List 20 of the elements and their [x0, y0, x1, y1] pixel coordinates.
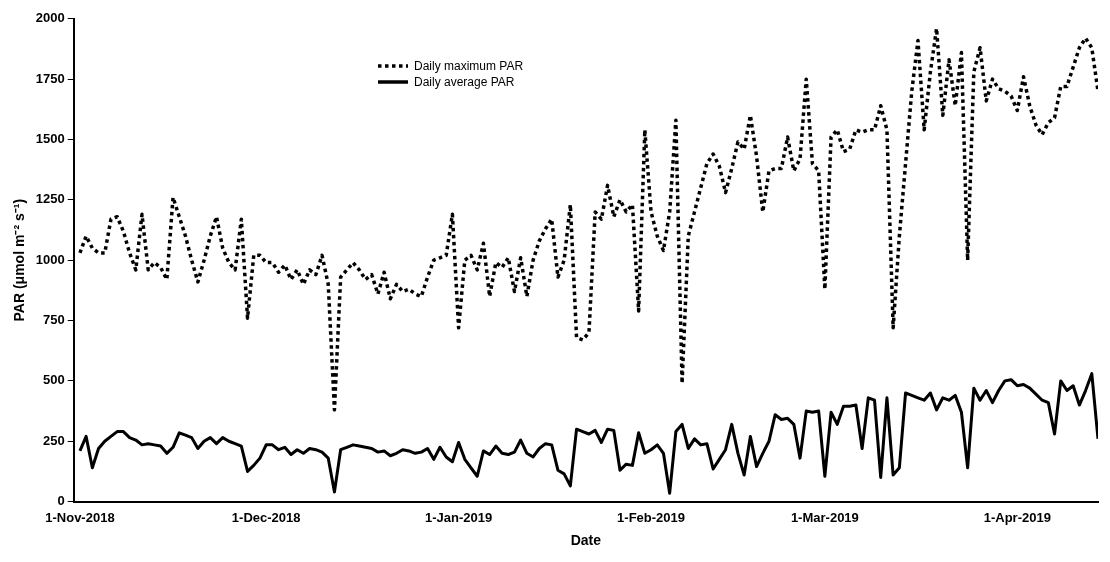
- x-tick-label: 1-Apr-2019: [983, 509, 1051, 525]
- y-tick-label: 1500: [35, 131, 65, 147]
- y-tick-label: 250: [43, 432, 65, 448]
- x-tick-label: 1-Feb-2019: [617, 509, 685, 525]
- y-tick-label: 2000: [35, 10, 65, 26]
- legend-label: Daily maximum PAR: [414, 58, 524, 74]
- y-tick-label: 1250: [35, 191, 65, 207]
- y-tick-label: 500: [43, 372, 65, 388]
- y-axis-title: PAR (μmol m⁻² s⁻¹): [11, 198, 28, 322]
- x-tick-label: 1-Nov-2018: [45, 509, 115, 525]
- y-tick-label: 0: [57, 493, 65, 509]
- y-tick-label: 1000: [35, 251, 65, 267]
- x-tick-label: 1-Dec-2018: [231, 509, 301, 525]
- line-series: [78, 26, 1098, 412]
- x-tick-label: 1-Mar-2019: [790, 509, 859, 525]
- legend-label: Daily average PAR: [414, 74, 515, 90]
- y-tick-label: 750: [43, 312, 65, 328]
- y-tick-label: 1750: [35, 70, 65, 86]
- x-tick-label: 1-Jan-2019: [424, 509, 493, 525]
- x-axis-title: Date: [570, 532, 602, 549]
